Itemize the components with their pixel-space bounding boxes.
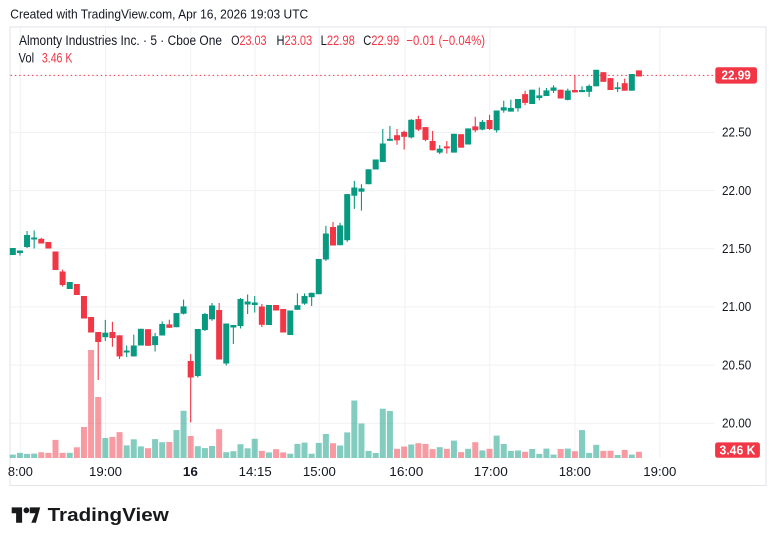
- svg-text:C22.99: C22.99: [363, 33, 399, 48]
- svg-text:22.00: 22.00: [722, 184, 751, 198]
- svg-text:Vol: Vol: [19, 51, 35, 66]
- svg-text:21.50: 21.50: [722, 242, 751, 256]
- svg-text:19:00: 19:00: [643, 465, 676, 479]
- svg-text:16: 16: [183, 465, 198, 479]
- svg-text:17:00: 17:00: [474, 465, 508, 479]
- svg-text:Created with TradingView.com,: Created with TradingView.com, Apr 16, 20…: [10, 7, 308, 22]
- svg-text:20.50: 20.50: [722, 358, 751, 372]
- svg-text:16:00: 16:00: [389, 465, 423, 479]
- svg-text:8:00: 8:00: [8, 465, 33, 479]
- svg-text:L22.98: L22.98: [321, 33, 355, 48]
- svg-text:−0.01 (−0.04%): −0.01 (−0.04%): [406, 33, 485, 48]
- svg-text:22.50: 22.50: [722, 126, 751, 140]
- svg-text:3.46 K: 3.46 K: [720, 443, 756, 457]
- svg-text:20.00: 20.00: [722, 417, 751, 431]
- svg-text:18:00: 18:00: [559, 465, 591, 479]
- svg-text:H23.03: H23.03: [277, 33, 313, 48]
- svg-text:19:00: 19:00: [89, 465, 122, 479]
- svg-text:TradingView: TradingView: [48, 504, 170, 525]
- svg-text:O23.03: O23.03: [231, 33, 266, 48]
- svg-text:Almonty Industries Inc. · 5 ·: Almonty Industries Inc. · 5 · Cboe One: [19, 33, 222, 48]
- svg-text:14:15: 14:15: [239, 465, 272, 479]
- svg-text:15:00: 15:00: [303, 465, 336, 479]
- svg-text:3.46 K: 3.46 K: [42, 51, 73, 66]
- svg-text:22.99: 22.99: [722, 69, 751, 83]
- svg-text:21.00: 21.00: [722, 300, 751, 314]
